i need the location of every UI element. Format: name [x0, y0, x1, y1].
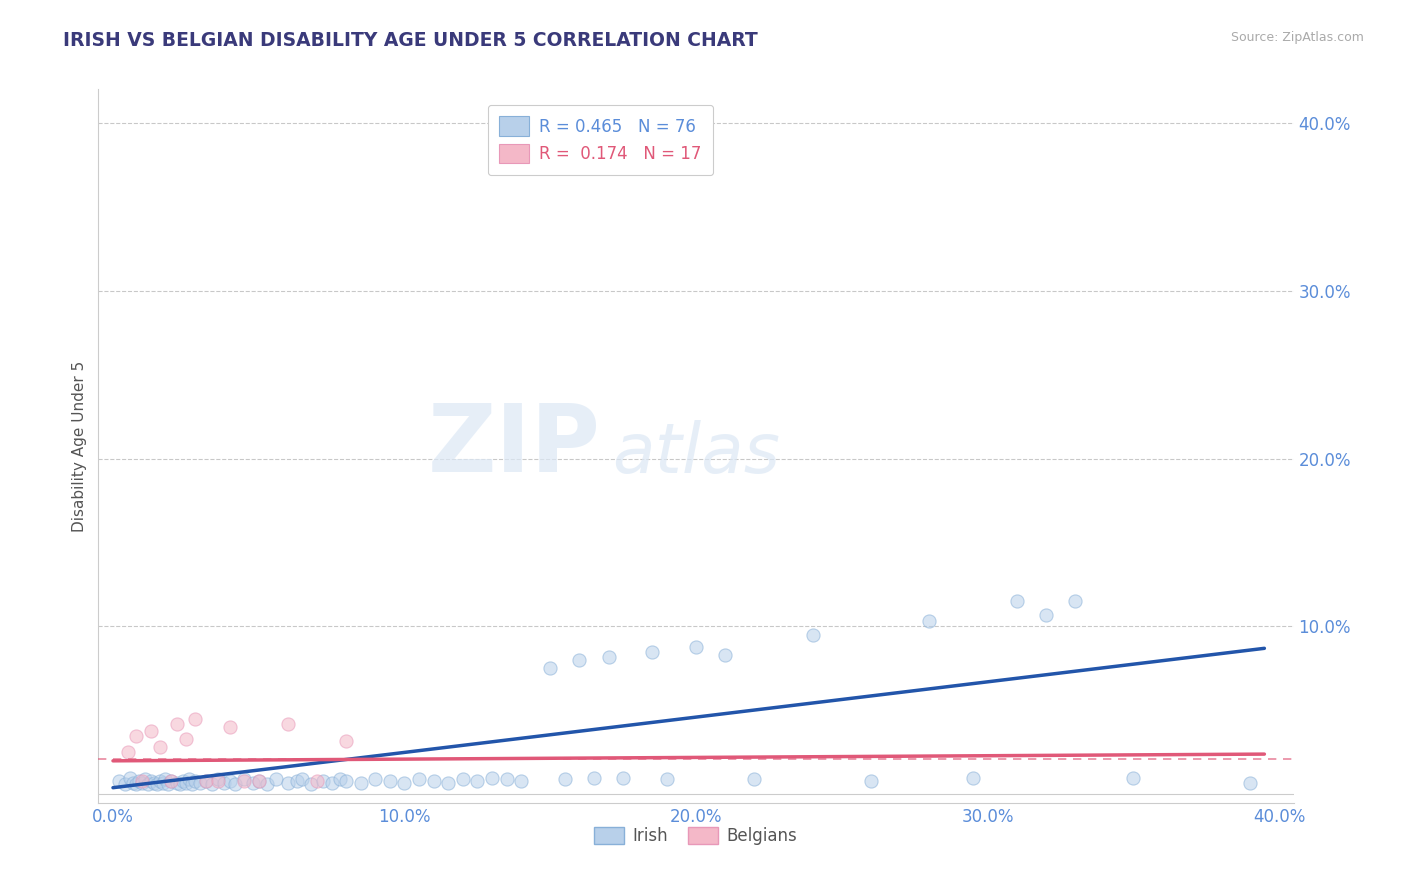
- Point: [160, 774, 183, 789]
- Point: [125, 729, 148, 743]
- Point: [224, 777, 246, 791]
- Point: [962, 771, 984, 785]
- Point: [125, 777, 148, 791]
- Point: [437, 775, 460, 789]
- Point: [166, 717, 188, 731]
- Point: [1064, 594, 1087, 608]
- Point: [685, 640, 707, 654]
- Point: [131, 775, 153, 789]
- Point: [183, 712, 205, 726]
- Point: [256, 777, 278, 791]
- Point: [481, 771, 503, 785]
- Point: [422, 774, 444, 789]
- Point: [285, 774, 308, 789]
- Point: [149, 740, 172, 755]
- Point: [641, 645, 664, 659]
- Point: [128, 774, 150, 789]
- Text: atlas: atlas: [613, 419, 780, 487]
- Point: [177, 772, 200, 787]
- Point: [495, 772, 517, 787]
- Point: [195, 774, 218, 789]
- Point: [201, 777, 224, 791]
- Point: [247, 774, 270, 789]
- Text: Source: ZipAtlas.com: Source: ZipAtlas.com: [1230, 31, 1364, 45]
- Point: [378, 774, 401, 789]
- Point: [742, 772, 765, 787]
- Point: [172, 774, 194, 789]
- Point: [139, 774, 162, 789]
- Point: [568, 653, 591, 667]
- Point: [247, 774, 270, 789]
- Point: [859, 774, 882, 789]
- Point: [131, 774, 153, 789]
- Point: [277, 775, 299, 789]
- Text: ZIP: ZIP: [427, 400, 600, 492]
- Point: [114, 777, 136, 791]
- Point: [212, 775, 235, 789]
- Point: [139, 723, 162, 738]
- Point: [174, 775, 197, 789]
- Y-axis label: Disability Age Under 5: Disability Age Under 5: [72, 360, 87, 532]
- Point: [160, 774, 183, 789]
- Point: [218, 720, 240, 734]
- Point: [321, 775, 343, 789]
- Point: [291, 772, 314, 787]
- Point: [394, 775, 416, 789]
- Point: [195, 774, 218, 789]
- Point: [554, 772, 576, 787]
- Point: [305, 774, 328, 789]
- Point: [364, 772, 387, 787]
- Point: [142, 775, 165, 789]
- Point: [145, 777, 167, 791]
- Text: IRISH VS BELGIAN DISABILITY AGE UNDER 5 CORRELATION CHART: IRISH VS BELGIAN DISABILITY AGE UNDER 5 …: [63, 31, 758, 50]
- Point: [467, 774, 489, 789]
- Point: [180, 777, 202, 791]
- Point: [152, 775, 174, 789]
- Point: [233, 772, 256, 787]
- Point: [117, 746, 139, 760]
- Point: [1239, 775, 1261, 789]
- Point: [122, 775, 145, 789]
- Point: [277, 717, 299, 731]
- Point: [155, 772, 177, 787]
- Point: [655, 772, 678, 787]
- Point: [190, 775, 212, 789]
- Point: [335, 733, 357, 747]
- Point: [136, 777, 159, 791]
- Point: [714, 648, 737, 662]
- Point: [329, 772, 352, 787]
- Point: [207, 772, 229, 787]
- Point: [598, 649, 620, 664]
- Point: [801, 628, 824, 642]
- Point: [218, 774, 240, 789]
- Legend: Irish, Belgians: Irish, Belgians: [588, 820, 804, 852]
- Point: [612, 771, 634, 785]
- Point: [582, 771, 605, 785]
- Point: [1035, 607, 1057, 622]
- Point: [169, 777, 191, 791]
- Point: [149, 774, 172, 789]
- Point: [207, 774, 229, 789]
- Point: [408, 772, 430, 787]
- Point: [451, 772, 474, 787]
- Point: [183, 774, 205, 789]
- Point: [299, 777, 322, 791]
- Point: [510, 774, 533, 789]
- Point: [157, 777, 180, 791]
- Point: [120, 771, 142, 785]
- Point: [312, 774, 335, 789]
- Point: [242, 775, 264, 789]
- Point: [264, 772, 287, 787]
- Point: [1005, 594, 1028, 608]
- Point: [350, 775, 373, 789]
- Point: [108, 774, 131, 789]
- Point: [134, 772, 156, 787]
- Point: [538, 661, 561, 675]
- Point: [1122, 771, 1144, 785]
- Point: [166, 775, 188, 789]
- Point: [174, 731, 197, 746]
- Point: [335, 774, 357, 789]
- Point: [233, 774, 256, 789]
- Point: [918, 615, 941, 629]
